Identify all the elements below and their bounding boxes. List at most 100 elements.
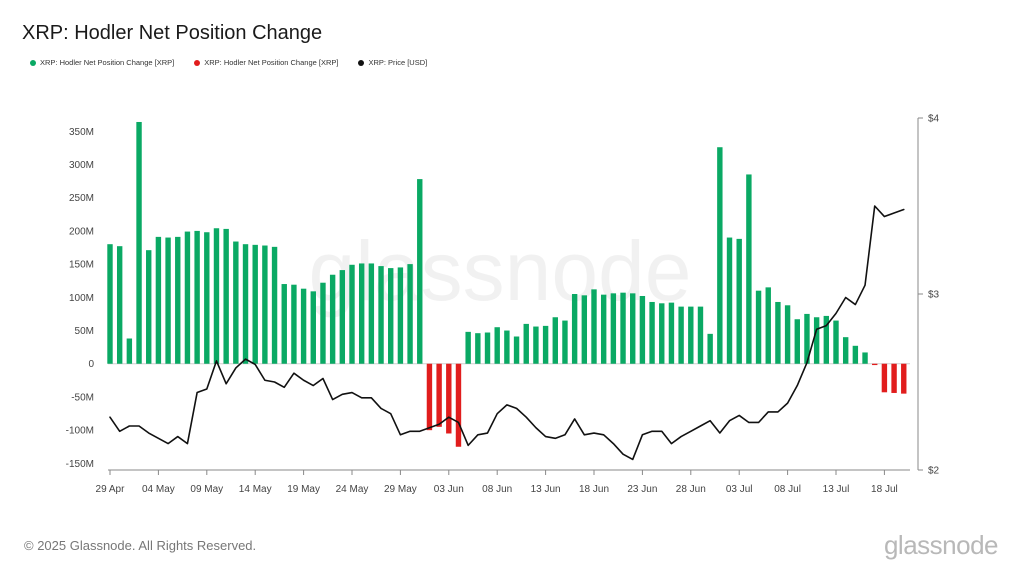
- x-tick-label: 18 Jul: [871, 484, 898, 495]
- brand-logo: glassnode: [883, 530, 999, 560]
- legend-item-price[interactable]: XRP: Price [USD]: [358, 58, 427, 67]
- bar-positive: [465, 331, 471, 364]
- bar-positive: [552, 317, 558, 364]
- legend-dot-price: [358, 59, 365, 66]
- y-tick-label-right: $3: [928, 290, 940, 301]
- x-tick-label: 04 May: [142, 484, 175, 495]
- x-tick-label: 08 Jul: [774, 484, 801, 495]
- bar-positive: [252, 244, 258, 364]
- bar-positive: [504, 330, 510, 364]
- bar-positive: [688, 306, 694, 364]
- y-tick-label-left: 0: [88, 359, 94, 370]
- bar-positive: [813, 317, 820, 364]
- bar-negative: [881, 363, 888, 393]
- bar-positive: [339, 270, 346, 364]
- legend: XRP: Hodler Net Position Change [XRP] XR…: [30, 58, 427, 67]
- bar-positive: [668, 302, 675, 364]
- x-tick-label: 03 Jul: [726, 484, 753, 495]
- bar-positive: [755, 290, 762, 364]
- bar-positive: [494, 327, 500, 364]
- bar-positive: [378, 266, 384, 364]
- bar-positive: [271, 246, 278, 364]
- x-tick-label: 19 May: [287, 484, 320, 495]
- y-tick-label-left: 350M: [69, 127, 94, 138]
- bar-negative: [872, 363, 878, 366]
- bar-positive: [571, 294, 578, 364]
- bar-positive: [630, 293, 636, 364]
- x-tick-label: 29 May: [384, 484, 417, 495]
- bar-positive: [475, 333, 481, 364]
- bar-positive: [649, 301, 655, 364]
- page-title: XRP: Hodler Net Position Change: [22, 22, 323, 44]
- bar-positive: [591, 289, 597, 364]
- y-tick-label-left: 250M: [69, 193, 94, 204]
- y-tick-label-left: 200M: [69, 226, 94, 237]
- bar-positive: [184, 231, 191, 364]
- bar-positive: [659, 303, 665, 364]
- bar-positive: [397, 267, 404, 364]
- bar-negative: [446, 363, 452, 434]
- bar-positive: [639, 295, 646, 364]
- bar-positive: [678, 306, 684, 364]
- legend-dot-positive: [30, 59, 36, 66]
- bar-positive: [842, 337, 849, 364]
- bar-positive: [349, 264, 355, 364]
- bar-positive: [116, 246, 123, 364]
- bar-positive: [484, 332, 491, 364]
- bar-positive: [697, 306, 704, 364]
- y-tick-label-left: -100M: [66, 426, 94, 437]
- bar-positive: [262, 245, 268, 364]
- y-tick-label-left: -150M: [66, 459, 94, 470]
- bar-positive: [775, 301, 781, 364]
- y-tick-label-left: 150M: [69, 260, 94, 271]
- y-tick-label-right: $2: [928, 466, 940, 477]
- bar-positive: [533, 326, 539, 364]
- bar-positive: [417, 179, 423, 364]
- x-tick-label: 24 May: [336, 484, 369, 495]
- bar-positive: [233, 241, 239, 364]
- bar-positive: [223, 228, 229, 364]
- bar-positive: [175, 236, 181, 364]
- bar-positive: [155, 236, 162, 364]
- bar-positive: [620, 292, 626, 364]
- bar-negative: [455, 363, 462, 447]
- bar-positive: [320, 282, 326, 364]
- bar-positive: [823, 315, 830, 364]
- bar-positive: [610, 293, 617, 364]
- bar-negative: [426, 363, 433, 431]
- copyright-text: © 2025 Glassnode. All Rights Reserved.: [24, 538, 257, 553]
- bar-positive: [717, 147, 723, 364]
- bar-negative: [891, 363, 897, 393]
- y-tick-label-left: -50M: [71, 392, 94, 403]
- bar-positive: [523, 323, 529, 364]
- x-tick-label: 13 Jun: [531, 484, 561, 495]
- bar-negative: [901, 363, 907, 394]
- x-tick-label: 18 Jun: [579, 484, 609, 495]
- bar-positive: [852, 345, 859, 364]
- price-line: [109, 205, 905, 461]
- legend-item-positive[interactable]: XRP: Hodler Net Position Change [XRP]: [30, 58, 174, 67]
- bar-positive: [736, 238, 742, 364]
- bar-positive: [707, 333, 713, 364]
- bar-positive: [833, 320, 839, 364]
- legend-item-negative[interactable]: XRP: Hodler Net Position Change [XRP]: [194, 58, 338, 67]
- bar-positive: [562, 320, 568, 364]
- bar-positive: [862, 352, 868, 364]
- bar-positive: [204, 232, 210, 364]
- legend-label-price: XRP: Price [USD]: [368, 58, 428, 67]
- bar-positive: [136, 121, 142, 364]
- bar-positive: [794, 319, 800, 364]
- bar-positive: [300, 288, 307, 364]
- y-tick-label-left: 100M: [69, 293, 94, 304]
- bar-positive: [242, 244, 249, 364]
- bar-positive: [784, 305, 791, 364]
- x-tick-label: 09 May: [190, 484, 223, 495]
- y-tick-label-left: 50M: [75, 326, 94, 337]
- x-tick-label: 28 Jun: [676, 484, 706, 495]
- bar-positive: [542, 325, 549, 364]
- bar-positive: [581, 295, 588, 364]
- bar-positive: [765, 287, 771, 364]
- legend-label-negative: XRP: Hodler Net Position Change [XRP]: [204, 58, 339, 67]
- bar-positive: [358, 263, 365, 364]
- bar-positive: [388, 268, 394, 364]
